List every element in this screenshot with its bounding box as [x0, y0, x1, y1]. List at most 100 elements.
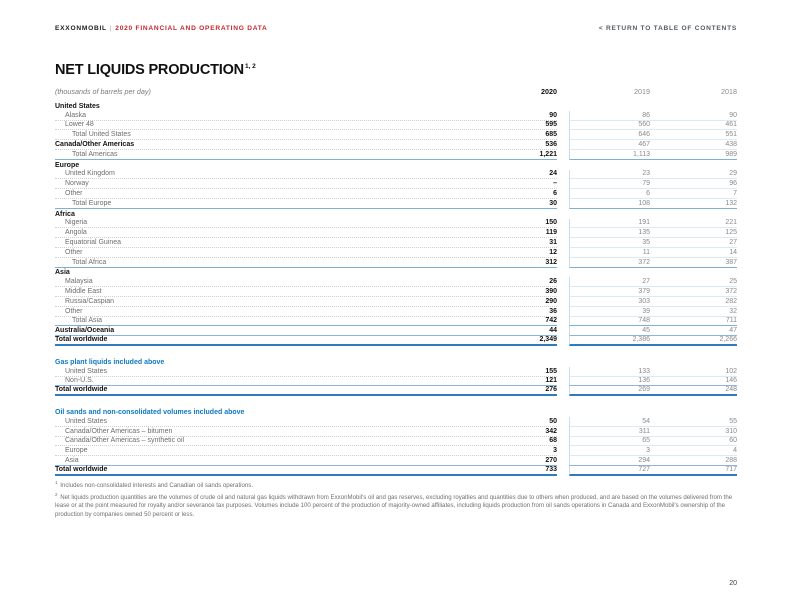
value-2019: 135	[638, 229, 650, 237]
value-2020: 119	[545, 229, 557, 237]
row-label: Total worldwide	[55, 335, 108, 343]
value-2019: 1,113	[633, 150, 650, 158]
column-header-2019: 2019	[634, 87, 650, 96]
table-row: United Kingdom 24 23 29	[55, 169, 737, 180]
row-left-block: Other 36	[55, 307, 557, 317]
value-2020: 150	[545, 219, 557, 227]
row-left-block: Lower 48 595	[55, 121, 557, 131]
value-2020: 24	[549, 170, 557, 178]
group-title-row: Gas plant liquids included above	[55, 357, 737, 367]
value-2020: 12	[549, 248, 557, 256]
row-right-block: 108 132	[569, 198, 737, 209]
return-to-toc-link[interactable]: < RETURN TO TABLE OF CONTENTS	[598, 25, 737, 32]
row-right-block: 646 551	[569, 130, 737, 141]
value-2019: 372	[638, 258, 650, 266]
value-2018: 248	[725, 386, 737, 394]
row-left-block: Nigeria 150	[55, 219, 557, 229]
table-row: Malaysia 26 27 25	[55, 277, 737, 288]
row-right-block: 560 461	[569, 120, 737, 131]
row-right-block: 2,386 2,266	[569, 336, 737, 346]
value-2019: 65	[642, 437, 650, 445]
value-2019: 191	[638, 219, 650, 227]
value-2019: 2,386	[632, 335, 650, 343]
row-right-block: 136 146	[569, 376, 737, 387]
value-2019: 86	[642, 111, 650, 119]
row-label: United States	[55, 102, 100, 110]
table-row: Lower 48 595 560 461	[55, 120, 737, 131]
table-row: Africa	[55, 209, 737, 219]
row-label: Equatorial Guinea	[65, 238, 122, 246]
value-2019: 11	[642, 248, 650, 256]
row-label: Total Americas	[72, 150, 118, 158]
table-row: Europe	[55, 160, 737, 170]
table-row: Other 36 39 32	[55, 306, 737, 317]
value-2018: 90	[729, 111, 737, 119]
group-title-block: Oil sands and non-consolidated volumes i…	[55, 407, 557, 417]
table-row: Total Asia 742 748 711	[55, 316, 737, 327]
value-2020: 390	[545, 287, 557, 295]
value-2018: 551	[725, 131, 737, 139]
row-label: United Kingdom	[65, 170, 115, 178]
value-2018: 102	[725, 367, 737, 375]
row-label: Canada/Other Americas	[55, 140, 135, 148]
row-left-block: Canada/Other Americas 536	[55, 140, 557, 150]
footnote-marker: 2	[55, 491, 58, 497]
table-unit-note: (thousands of barrels per day)	[55, 87, 151, 96]
row-left-block: Malaysia 26	[55, 277, 557, 288]
value-2018: 14	[729, 248, 737, 256]
table-row: Non-U.S. 121 136 146	[55, 376, 737, 387]
row-right-block: 23 29	[569, 169, 737, 180]
row-label: Europe	[65, 447, 88, 455]
value-2019: 294	[638, 456, 650, 464]
row-left-block: Canada/Other Americas – synthetic oil 68	[55, 437, 557, 447]
value-2018: 96	[729, 180, 737, 188]
value-2018: 32	[729, 307, 737, 315]
row-label: Russia/Caspian	[65, 297, 115, 305]
value-2020: 595	[545, 121, 557, 129]
column-header-left-block: (thousands of barrels per day) 2020	[55, 84, 557, 97]
header-separator: |	[109, 25, 113, 32]
row-left-block: Total Europe 30	[55, 199, 557, 209]
table-group: Gas plant liquids included above United S…	[55, 357, 737, 397]
value-2018: 55	[729, 417, 737, 425]
group-title-block: Gas plant liquids included above	[55, 357, 557, 367]
value-2019: 79	[642, 180, 650, 188]
value-2019: 45	[642, 327, 650, 335]
row-label: Norway	[65, 180, 89, 188]
footnote-marker: 1	[55, 480, 58, 485]
row-left-block: Non-U.S. 121	[55, 377, 557, 387]
row-right-block: 191 221	[569, 218, 737, 229]
table-row: Angola 119 135 125	[55, 228, 737, 239]
value-2020: 270	[545, 456, 557, 464]
row-left-block: Alaska 90	[55, 111, 557, 121]
row-right-block: 1,113 989	[569, 149, 737, 160]
table-row: United States 50 54 55	[55, 416, 737, 427]
row-right-block: 311 310	[569, 426, 737, 437]
value-2020: 3	[553, 447, 557, 455]
row-left-block: Total Asia 742	[55, 317, 557, 327]
value-2019: 27	[642, 278, 650, 286]
row-label: Total Africa	[72, 258, 107, 266]
row-right-block: 269 248	[569, 386, 737, 397]
row-left-block: United States 50	[55, 417, 557, 427]
header-brand-line: EXXONMOBIL | 2020 FINANCIAL AND OPERATING …	[55, 25, 268, 32]
row-left-block: Russia/Caspian 290	[55, 297, 557, 307]
row-label: Total Europe	[72, 199, 112, 207]
value-2019: 303	[638, 297, 650, 305]
document-header: EXXONMOBIL | 2020 FINANCIAL AND OPERATING …	[55, 25, 737, 32]
value-2018: 372	[725, 287, 737, 295]
value-2020: 121	[545, 377, 557, 385]
row-label: Total United States	[72, 131, 131, 139]
row-left-block: Asia 270	[55, 456, 557, 466]
row-right-block: 727 717	[569, 466, 737, 476]
group-title-row: Oil sands and non-consolidated volumes i…	[55, 407, 737, 417]
value-2018: 461	[725, 121, 737, 129]
value-2020: 26	[549, 278, 557, 286]
row-left-block: United States	[55, 101, 557, 111]
row-left-block: Canada/Other Americas – bitumen 342	[55, 427, 557, 437]
table-row: Total worldwide 2,349 2,386 2,266	[55, 336, 737, 346]
table-row: Canada/Other Americas – bitumen 342 311 310	[55, 426, 737, 437]
row-label: United States	[65, 417, 108, 425]
row-label: Total Asia	[72, 317, 102, 325]
